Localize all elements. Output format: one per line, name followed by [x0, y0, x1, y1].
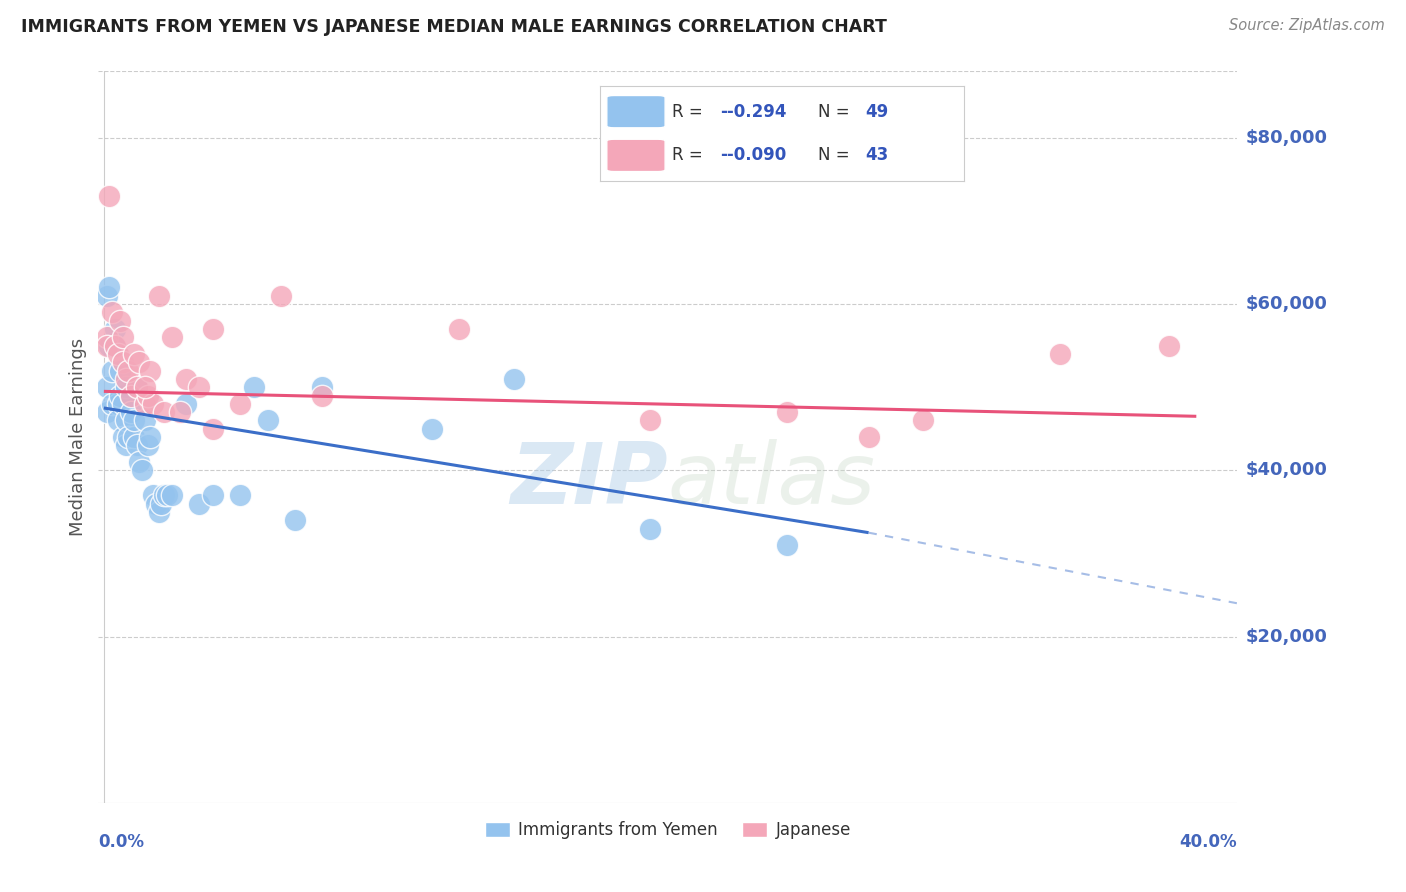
Point	[188, 380, 211, 394]
Point	[148, 289, 170, 303]
Point	[114, 413, 136, 427]
Point	[111, 430, 134, 444]
Point	[117, 363, 139, 377]
Point	[202, 422, 225, 436]
Point	[188, 497, 211, 511]
Point	[156, 488, 179, 502]
Point	[638, 521, 661, 535]
Point	[104, 338, 127, 352]
Point	[202, 322, 225, 336]
Text: ZIP: ZIP	[510, 440, 668, 523]
Point	[243, 380, 266, 394]
Point	[270, 289, 292, 303]
Text: $60,000: $60,000	[1246, 295, 1327, 313]
Point	[447, 322, 470, 336]
Text: atlas: atlas	[668, 440, 876, 523]
Point	[96, 289, 118, 303]
Point	[101, 363, 124, 377]
Point	[858, 430, 880, 444]
Text: 0.0%: 0.0%	[98, 833, 145, 851]
Text: IMMIGRANTS FROM YEMEN VS JAPANESE MEDIAN MALE EARNINGS CORRELATION CHART: IMMIGRANTS FROM YEMEN VS JAPANESE MEDIAN…	[21, 18, 887, 36]
Point	[153, 488, 176, 502]
Point	[142, 488, 165, 502]
Point	[775, 538, 797, 552]
Point	[117, 430, 139, 444]
Point	[638, 413, 661, 427]
Point	[98, 338, 121, 352]
Point	[148, 505, 170, 519]
Point	[150, 497, 173, 511]
Point	[311, 388, 333, 402]
Text: 40.0%: 40.0%	[1180, 833, 1237, 851]
Point	[142, 397, 165, 411]
Point	[1157, 338, 1180, 352]
Point	[101, 305, 124, 319]
Point	[114, 380, 136, 394]
Point	[912, 413, 935, 427]
Point	[229, 397, 252, 411]
Point	[110, 388, 132, 402]
Point	[96, 338, 118, 352]
Text: $20,000: $20,000	[1246, 628, 1327, 646]
Point	[101, 397, 124, 411]
Point	[134, 397, 156, 411]
Point	[98, 189, 121, 203]
Point	[134, 413, 156, 427]
Point	[174, 397, 197, 411]
Point	[1049, 347, 1071, 361]
Text: $40,000: $40,000	[1246, 461, 1327, 479]
Point	[420, 422, 443, 436]
Point	[202, 488, 225, 502]
Point	[153, 405, 176, 419]
Point	[120, 388, 142, 402]
Point	[131, 463, 153, 477]
Point	[311, 380, 333, 394]
Point	[134, 380, 156, 394]
Point	[111, 397, 134, 411]
Point	[114, 438, 136, 452]
Point	[122, 413, 145, 427]
Y-axis label: Median Male Earnings: Median Male Earnings	[69, 338, 87, 536]
Point	[122, 430, 145, 444]
Point	[256, 413, 278, 427]
Point	[104, 338, 127, 352]
Point	[145, 497, 167, 511]
Point	[169, 405, 191, 419]
Point	[107, 397, 129, 411]
Point	[96, 380, 118, 394]
Point	[114, 372, 136, 386]
Point	[139, 363, 162, 377]
Point	[139, 430, 162, 444]
Point	[96, 405, 118, 419]
Point	[120, 405, 142, 419]
Point	[128, 355, 150, 369]
Point	[104, 322, 127, 336]
Point	[775, 405, 797, 419]
Point	[96, 330, 118, 344]
Point	[98, 280, 121, 294]
Point	[284, 513, 307, 527]
Point	[502, 372, 524, 386]
Point	[136, 438, 159, 452]
Point	[125, 380, 148, 394]
Point	[229, 488, 252, 502]
Point	[160, 330, 183, 344]
Point	[136, 388, 159, 402]
Point	[125, 380, 148, 394]
Point	[125, 438, 148, 452]
Point	[122, 347, 145, 361]
Point	[160, 488, 183, 502]
Point	[107, 347, 129, 361]
Text: $80,000: $80,000	[1246, 128, 1327, 147]
Text: Source: ZipAtlas.com: Source: ZipAtlas.com	[1229, 18, 1385, 33]
Point	[110, 363, 132, 377]
Point	[107, 413, 129, 427]
Point	[120, 388, 142, 402]
Point	[128, 455, 150, 469]
Point	[111, 330, 134, 344]
Point	[111, 355, 134, 369]
Point	[174, 372, 197, 386]
Point	[110, 314, 132, 328]
Legend: Immigrants from Yemen, Japanese: Immigrants from Yemen, Japanese	[478, 814, 858, 846]
